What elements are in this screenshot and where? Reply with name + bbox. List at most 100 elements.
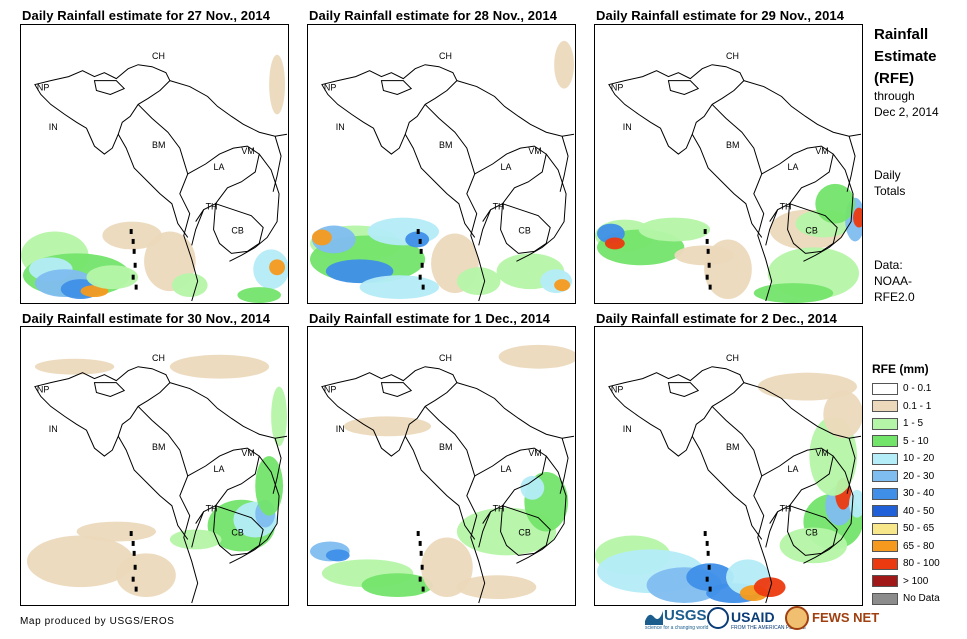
- rainfall-patch: [361, 573, 434, 598]
- rainfall-map-2dec: CH NP IN BM LA VM TH CB: [594, 326, 863, 606]
- usgs-logo-text: USGS: [664, 607, 707, 624]
- island-mark: [705, 540, 709, 546]
- usaid-tagline: FROM THE AMERICAN PEOPLE: [731, 625, 806, 631]
- country-label-cb: CB: [231, 225, 243, 235]
- usgs-logo: USGS science for a changing world: [645, 606, 708, 634]
- country-label-la: LA: [501, 464, 512, 474]
- border-line: [787, 203, 838, 254]
- island-mark: [706, 248, 710, 254]
- country-label-la: LA: [788, 464, 799, 474]
- country-label-bm: BM: [439, 442, 452, 452]
- rainfall-patch: [405, 231, 430, 248]
- legend-title: RFE (mm): [872, 362, 929, 376]
- legend-swatch: [872, 592, 898, 605]
- rainfall-patch: [325, 259, 394, 284]
- border-line: [743, 80, 862, 137]
- fewsnet-logo-text: FEWS NET: [812, 610, 880, 625]
- legend-label: 20 - 30: [903, 470, 935, 482]
- country-labels: CH NP IN BM LA VM TH CB: [611, 353, 829, 538]
- border-line: [380, 80, 413, 96]
- border-line: [667, 382, 700, 398]
- sidebar-data-source: Data: NOAA- RFE2.0: [874, 257, 915, 305]
- legend-label: > 100: [903, 575, 929, 587]
- island-mark: [134, 284, 138, 290]
- usgs-tagline: science for a changing world: [645, 625, 709, 631]
- rainfall-patch: [779, 527, 848, 564]
- border-line: [608, 64, 745, 155]
- island-mark: [131, 274, 135, 280]
- island-mark: [421, 586, 425, 592]
- panel-title-29nov: Daily Rainfall estimate for 29 Nov., 201…: [596, 8, 845, 23]
- country-borders: [34, 366, 288, 604]
- rainfall-patch: [498, 344, 575, 369]
- border-line: [743, 382, 862, 439]
- rainfall-patch: [271, 386, 288, 447]
- country-label-np: NP: [324, 83, 336, 93]
- legend-rows: 0 - 0.1 0.1 - 1 1 - 5 5 - 10 10 - 20 20 - 30 3…: [872, 380, 964, 608]
- sidebar-title-line3: (RFE): [874, 70, 914, 87]
- sidebar-through-line2: Dec 2, 2014: [874, 105, 939, 119]
- border-line: [93, 382, 126, 398]
- map-svg: CH NP IN BM LA VM TH CB: [595, 51, 862, 303]
- island-mark: [703, 531, 707, 536]
- island-mark: [418, 238, 422, 244]
- country-label-th: TH: [780, 504, 792, 514]
- island-mark: [132, 248, 136, 254]
- country-labels: CH NP IN BM LA VM TH CB: [37, 353, 255, 538]
- border-line: [34, 64, 171, 155]
- legend-swatch: [872, 557, 898, 570]
- legend-swatch: [872, 417, 898, 430]
- border-line: [424, 104, 486, 302]
- rainfall-patch: [638, 217, 711, 242]
- border-line: [117, 435, 189, 540]
- border-line: [765, 511, 779, 548]
- rainfall-patch: [520, 475, 545, 500]
- legend-item: 5 - 10: [872, 433, 964, 451]
- rainfall-patch: [86, 265, 139, 290]
- country-label-ch: CH: [439, 51, 452, 61]
- sidebar-title-line2: Estimate: [874, 48, 937, 65]
- legend-item: 0.1 - 1: [872, 398, 964, 416]
- legend-label: 0.1 - 1: [903, 400, 932, 412]
- sidebar-title: Rainfall Estimate (RFE): [874, 24, 937, 90]
- border-line: [500, 203, 551, 254]
- island-mark: [707, 564, 711, 570]
- island-mark: [418, 576, 422, 582]
- country-borders: [34, 64, 288, 302]
- sidebar-data-line2: NOAA-: [874, 274, 913, 288]
- border-line: [474, 447, 547, 524]
- border-line: [169, 80, 288, 137]
- rainfall-map-1dec: CH NP IN BM LA VM TH CB: [307, 326, 576, 606]
- country-label-bm: BM: [439, 140, 452, 150]
- legend-item: > 100: [872, 573, 964, 591]
- country-labels: CH NP IN BM LA VM TH CB: [324, 51, 542, 236]
- country-borders: [321, 366, 575, 604]
- country-label-bm: BM: [726, 140, 739, 150]
- country-label-cb: CB: [518, 225, 530, 235]
- country-label-la: LA: [788, 162, 799, 172]
- border-line: [846, 438, 856, 494]
- legend-swatch: [872, 470, 898, 483]
- rainfall-patch: [116, 553, 176, 598]
- border-line: [187, 447, 260, 524]
- border-line: [321, 64, 458, 155]
- island-mark: [132, 550, 136, 556]
- rainfall-patch: [169, 354, 270, 379]
- border-line: [478, 511, 492, 548]
- rainfall-patch: [171, 273, 208, 298]
- rainfall-patch: [80, 285, 109, 298]
- island-mark: [133, 262, 137, 268]
- country-label-np: NP: [324, 385, 336, 395]
- legend-swatch: [872, 382, 898, 395]
- country-label-th: TH: [206, 504, 218, 514]
- border-line: [765, 209, 779, 246]
- border-line: [191, 209, 205, 246]
- rainfall-layer: [595, 372, 862, 604]
- island-mark: [129, 229, 133, 234]
- rainfall-map-28nov: CH NP IN BM LA VM TH CB: [307, 24, 576, 304]
- country-labels: CH NP IN BM LA VM TH CB: [324, 353, 542, 538]
- border-line: [272, 438, 282, 494]
- rainfall-patch: [456, 575, 537, 600]
- rainfall-layer: [21, 54, 288, 303]
- rainfall-patch: [169, 529, 222, 550]
